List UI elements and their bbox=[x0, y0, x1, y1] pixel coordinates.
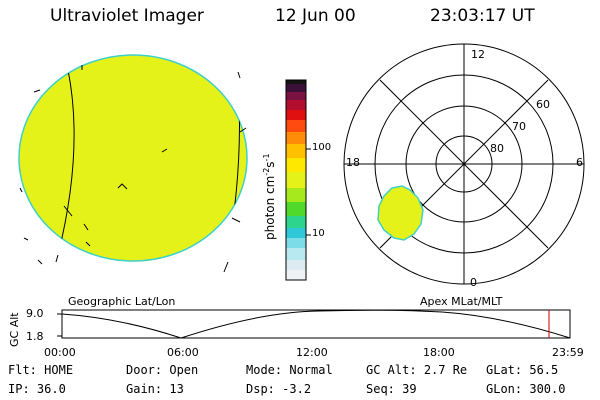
altitude-plot bbox=[57, 309, 571, 339]
ip-field: IP: 36.0 bbox=[8, 382, 66, 396]
mlt-label-12: 12 bbox=[471, 48, 485, 61]
mlt-label-0: 0 bbox=[470, 276, 477, 289]
altitude-curve bbox=[61, 309, 571, 339]
altitude-xtick-0000: 00:00 bbox=[44, 346, 76, 359]
mlat-label-60: 60 bbox=[536, 98, 550, 111]
seq-field: Seq: 39 bbox=[366, 382, 417, 396]
door-value: Open bbox=[169, 363, 199, 377]
coastline-fragment bbox=[19, 187, 23, 193]
flt-value: HOME bbox=[44, 363, 74, 377]
dsp-field: Dsp: -3.2 bbox=[246, 382, 312, 396]
emission-disk bbox=[18, 54, 248, 262]
mlt-label-18: 18 bbox=[346, 156, 360, 169]
mlat-label-80: 80 bbox=[490, 142, 504, 155]
altitude-ytick-bottom: 1.8 bbox=[26, 330, 44, 343]
gcalt-field: GC Alt: 2.7 Re bbox=[366, 363, 468, 377]
mlat-label-70: 70 bbox=[512, 120, 526, 133]
dsp-value: -3.2 bbox=[282, 382, 312, 396]
door-field: Door: Open bbox=[126, 363, 199, 377]
ip-value: 36.0 bbox=[36, 382, 66, 396]
colorbar bbox=[285, 79, 311, 281]
gain-field: Gain: 13 bbox=[126, 382, 184, 396]
gcalt-value: 2.7 Re bbox=[423, 363, 468, 377]
longitude-line-left bbox=[57, 69, 75, 256]
date-label: 12 Jun 00 bbox=[275, 6, 356, 26]
auroral-emission-patch bbox=[377, 185, 424, 241]
coastline-fragment bbox=[33, 89, 41, 93]
coastline-fragment bbox=[23, 237, 29, 241]
altitude-xtick-1800: 18:00 bbox=[423, 346, 455, 359]
coastline-fragment bbox=[231, 217, 241, 223]
glon-value: 300.0 bbox=[529, 382, 566, 396]
seq-value: 39 bbox=[402, 382, 417, 396]
altitude-ylabel: GC Alt bbox=[8, 312, 21, 347]
altitude-xtick-0600: 06:00 bbox=[167, 346, 199, 359]
coastline-fragment bbox=[63, 205, 73, 217]
mode-field: Mode: Normal bbox=[246, 363, 333, 377]
altitude-xtick-2359: 23:59 bbox=[552, 346, 584, 359]
polar-plot bbox=[343, 43, 585, 285]
glat-field: GLat: 56.5 bbox=[486, 363, 559, 377]
geographic-image bbox=[18, 54, 248, 273]
coastline-fragment bbox=[37, 259, 43, 265]
colorbar-tick-10: 10 bbox=[312, 228, 325, 239]
apex-panel-label: Apex MLat/MLT bbox=[420, 295, 503, 308]
altitude-xtick-1200: 12:00 bbox=[296, 346, 328, 359]
mlt-label-6: 6 bbox=[576, 156, 583, 169]
colorbar-unit-label: photon cm-2s-1 bbox=[262, 153, 277, 240]
coastline-fragment bbox=[161, 148, 168, 153]
coastline-fragment bbox=[239, 127, 247, 133]
app-title: Ultraviolet Imager bbox=[50, 6, 204, 26]
geographic-panel-label: Geographic Lat/Lon bbox=[68, 295, 176, 308]
glon-field: GLon: 300.0 bbox=[486, 382, 566, 396]
coastline-fragment bbox=[117, 183, 128, 190]
time-label: 23:03:17 UT bbox=[430, 6, 535, 26]
gain-value: 13 bbox=[169, 382, 184, 396]
flt-field: Flt: HOME bbox=[8, 363, 74, 377]
mode-value: Normal bbox=[289, 363, 333, 377]
glat-value: 56.5 bbox=[529, 363, 559, 377]
altitude-ytick-top: 9.0 bbox=[26, 307, 44, 320]
coastline-fragment bbox=[83, 223, 89, 231]
coastline-fragment bbox=[85, 241, 91, 247]
colorbar-tick-100: 100 bbox=[312, 142, 332, 153]
